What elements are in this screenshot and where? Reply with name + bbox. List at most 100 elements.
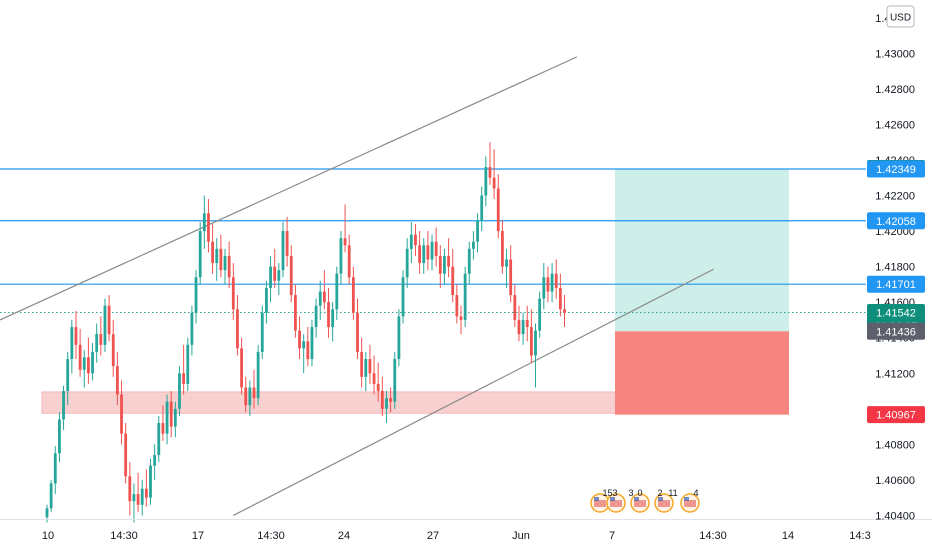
candle-body xyxy=(443,255,446,274)
candle-body xyxy=(335,273,339,310)
candle-body xyxy=(542,277,546,299)
candle-body xyxy=(496,188,500,232)
channel-upper-line[interactable] xyxy=(0,56,578,321)
price-tag-label: 1.40967 xyxy=(876,410,916,422)
candle-body xyxy=(401,277,405,317)
price-tag xyxy=(867,160,925,178)
candle-body xyxy=(58,419,61,454)
candle-body xyxy=(376,383,380,392)
price-tick-label: 1.42600 xyxy=(875,119,915,131)
candle-body xyxy=(525,319,529,328)
price-tick-label: 1.41800 xyxy=(875,262,915,274)
candle-body xyxy=(53,453,57,484)
candle-body xyxy=(289,255,293,296)
candle-body xyxy=(546,277,550,292)
time-tick-label: 7 xyxy=(609,530,615,542)
candle-body xyxy=(343,238,347,246)
candle-body xyxy=(393,359,397,402)
candle-body xyxy=(405,248,409,278)
candle-body xyxy=(140,488,144,505)
event-flag-canton xyxy=(634,497,639,501)
candle-body xyxy=(265,287,268,313)
candle-body xyxy=(182,373,186,384)
candle-body xyxy=(389,398,393,402)
candle-body xyxy=(538,298,542,331)
candle-body xyxy=(459,316,463,320)
candle-body xyxy=(339,238,343,274)
currency-button[interactable]: USD xyxy=(886,5,915,28)
candle-body xyxy=(149,465,152,498)
candle-body xyxy=(422,245,426,264)
event-flag-stripes xyxy=(658,500,670,507)
price-tick-label: 1.42200 xyxy=(875,191,915,203)
price-tags-layer: 1.423521.423491.420581.417011.4154201:32… xyxy=(867,159,925,424)
horizontal-levels-layer xyxy=(0,168,866,313)
candle-body xyxy=(252,387,256,399)
candle-body xyxy=(327,302,330,328)
price-tick-label: 1.43000 xyxy=(875,48,915,60)
candle-body xyxy=(74,327,78,345)
event-flag-canton xyxy=(658,497,663,501)
candle-body xyxy=(157,423,161,456)
price-tag xyxy=(867,275,925,293)
candle-body xyxy=(111,334,115,367)
candle-body xyxy=(364,359,368,377)
event-count-label: 0 xyxy=(637,488,642,498)
candle-body xyxy=(517,319,521,335)
candle-body xyxy=(215,248,219,264)
candle-body xyxy=(298,330,301,349)
candle-body xyxy=(492,177,496,189)
candle-body xyxy=(115,366,119,395)
candle-body xyxy=(161,423,165,434)
candle-body xyxy=(107,305,111,335)
price-tag-label: 1.42349 xyxy=(876,164,916,176)
candle-body xyxy=(202,213,206,232)
price-tag-label: 1.41542 xyxy=(876,307,916,319)
candle-body xyxy=(95,334,99,352)
time-tick-label: 24 xyxy=(338,530,350,542)
candle-body xyxy=(322,291,326,303)
price-axis[interactable]: 1.404001.406001.408001.412001.414001.416… xyxy=(875,13,915,523)
price-tick-label: 1.42800 xyxy=(875,84,915,96)
event-count-label: 153 xyxy=(602,488,617,498)
candle-body xyxy=(509,259,513,296)
currency-label: USD xyxy=(890,13,911,24)
time-tick-label: 14:30 xyxy=(257,530,285,542)
candle-body xyxy=(132,494,136,502)
channel-lower-line[interactable] xyxy=(233,268,714,516)
candle-body xyxy=(82,357,86,370)
candle-body xyxy=(78,344,82,370)
time-tick-label: 14:30 xyxy=(110,530,138,542)
price-tag-label: 1.41701 xyxy=(876,279,916,291)
candle-body xyxy=(418,245,421,264)
candle-body xyxy=(285,231,289,256)
candle-body xyxy=(505,259,508,267)
candle-body xyxy=(554,273,558,288)
candle-body xyxy=(451,266,455,296)
candle-body xyxy=(434,241,438,256)
candle-body xyxy=(87,357,90,374)
time-axis[interactable]: 10 14:30 17 14:30 24 27 Jun 7 14:30 14 14:3 xyxy=(42,530,871,542)
candle-body xyxy=(447,255,450,267)
candle-body xyxy=(488,167,492,178)
candle-body xyxy=(136,494,140,505)
candle-body xyxy=(467,248,471,274)
candle-body xyxy=(124,433,128,477)
price-tick-label: 1.40400 xyxy=(875,510,915,522)
time-tick-label: 17 xyxy=(192,530,204,542)
candle-body xyxy=(178,373,181,409)
time-tick-label: Jun xyxy=(512,530,530,542)
candle-body xyxy=(550,273,554,292)
candle-body xyxy=(219,248,223,271)
candle-body xyxy=(70,327,74,360)
candle-body xyxy=(455,295,459,317)
candle-body xyxy=(49,483,53,509)
demand-zone xyxy=(41,391,617,414)
candle-body xyxy=(347,245,351,278)
candle-body xyxy=(240,348,243,388)
candle-body xyxy=(128,476,132,502)
candle-body xyxy=(207,213,210,242)
time-tick-label: 14 xyxy=(782,530,794,542)
candle-body xyxy=(480,195,484,221)
